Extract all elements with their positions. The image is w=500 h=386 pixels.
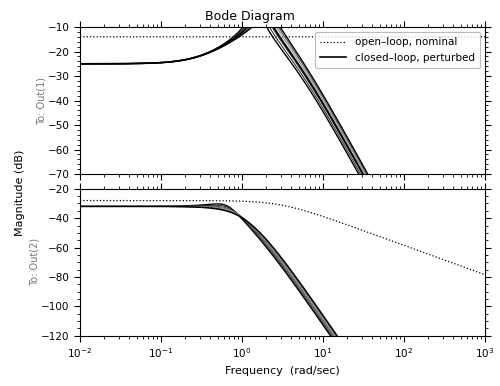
- open–loop, nominal: [470, 34, 476, 39]
- open–loop, nominal: [482, 34, 488, 39]
- Text: Magnitude (dB): Magnitude (dB): [15, 150, 25, 236]
- open–loop, nominal: [77, 34, 83, 39]
- closed–loop, perturbed: [470, 372, 476, 377]
- open–loop, nominal: [263, 34, 269, 39]
- open–loop, nominal: [98, 34, 103, 39]
- Text: Bode Diagram: Bode Diagram: [205, 10, 295, 23]
- Line: closed–loop, perturbed: closed–loop, perturbed: [80, 14, 485, 386]
- Legend: open–loop, nominal, closed–loop, perturbed: open–loop, nominal, closed–loop, perturb…: [315, 32, 480, 68]
- open–loop, nominal: [470, 34, 476, 39]
- closed–loop, perturbed: [98, 61, 103, 66]
- open–loop, nominal: [274, 34, 280, 39]
- open–loop, nominal: [396, 34, 402, 39]
- closed–loop, perturbed: [77, 61, 83, 66]
- closed–loop, perturbed: [259, 12, 265, 17]
- closed–loop, perturbed: [396, 237, 402, 242]
- closed–loop, perturbed: [274, 31, 280, 36]
- closed–loop, perturbed: [470, 372, 476, 376]
- Y-axis label: To: Out(1): To: Out(1): [36, 76, 46, 125]
- Y-axis label: To: Out(2): To: Out(2): [30, 238, 40, 286]
- closed–loop, perturbed: [264, 15, 270, 19]
- X-axis label: Frequency  (rad/sec): Frequency (rad/sec): [225, 366, 340, 376]
